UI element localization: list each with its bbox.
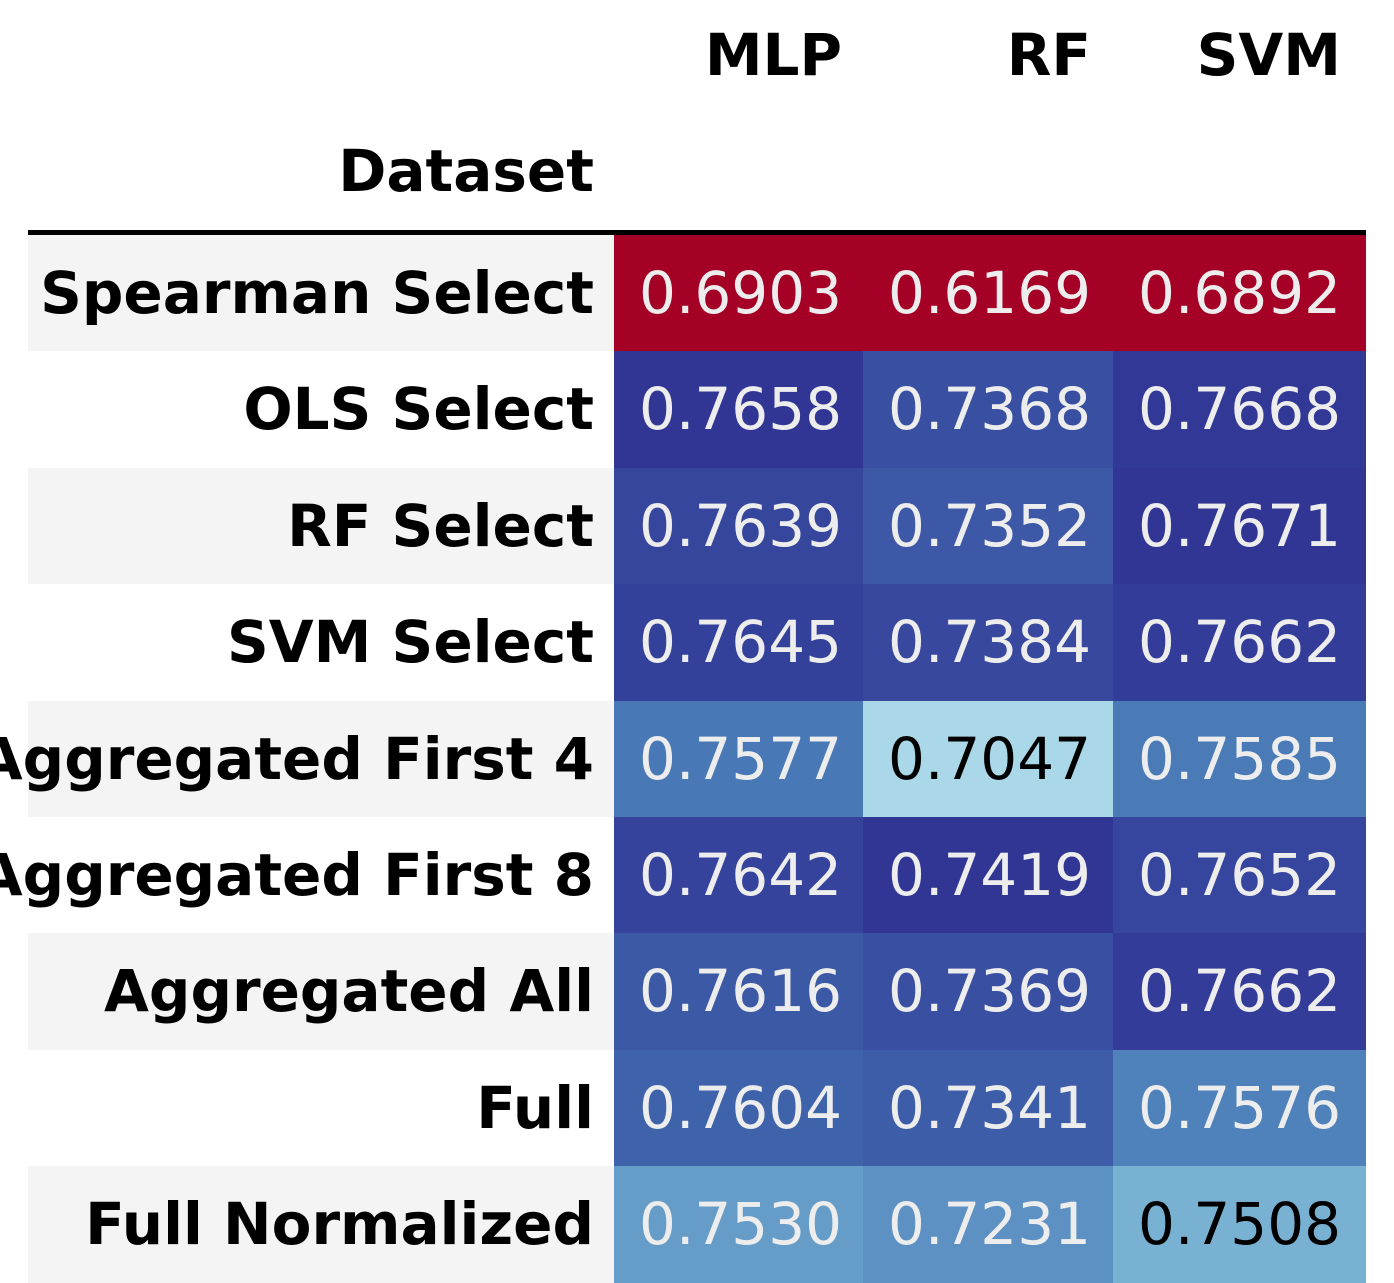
cell-value: 0.7369 xyxy=(888,957,1091,1026)
cell-value: 0.6892 xyxy=(1138,259,1341,327)
heatmap-cell xyxy=(1113,1166,1366,1283)
heatmap-cell xyxy=(614,467,863,586)
heatmap-cell xyxy=(614,1049,863,1168)
cell-value: 0.7341 xyxy=(888,1073,1091,1142)
cell-value: 0.7585 xyxy=(1138,724,1341,793)
cell-value: 0.7577 xyxy=(639,724,842,793)
cell-value: 0.7368 xyxy=(888,375,1091,444)
cell-value: 0.7419 xyxy=(888,841,1091,909)
heatmap-cell xyxy=(614,584,863,702)
heatmap-cell xyxy=(614,933,863,1051)
heatmap-cell xyxy=(614,1166,863,1283)
heatmap-cell xyxy=(1113,700,1366,818)
heatmap-cell xyxy=(1113,584,1366,702)
column-header-rf: RF xyxy=(1006,21,1091,89)
row-label: Aggregated First 8 xyxy=(0,841,594,909)
heatmap-cell xyxy=(614,817,863,935)
heatmap-cell xyxy=(1113,933,1366,1051)
row-label: OLS Select xyxy=(243,375,594,444)
row-label: Full Normalized xyxy=(85,1190,594,1259)
cell-value: 0.7530 xyxy=(639,1190,842,1259)
cell-value: 0.7652 xyxy=(1138,841,1341,909)
cell-value: 0.7671 xyxy=(1138,491,1341,560)
heatmap-cell xyxy=(863,351,1113,469)
index-name-label: Dataset xyxy=(338,137,594,205)
row-label: Spearman Select xyxy=(40,259,594,327)
cell-value: 0.7642 xyxy=(639,841,842,909)
heatmap-cell xyxy=(863,467,1113,586)
heatmap-cell xyxy=(614,700,863,818)
column-header-svm: SVM xyxy=(1196,21,1341,89)
cell-value: 0.7662 xyxy=(1138,957,1341,1026)
cell-value: 0.7576 xyxy=(1138,1073,1341,1142)
column-header-mlp: MLP xyxy=(704,21,842,89)
row-label: SVM Select xyxy=(226,608,594,677)
header-rule xyxy=(28,230,1366,235)
heatmap-cell xyxy=(863,933,1113,1051)
cell-value: 0.7616 xyxy=(639,957,842,1026)
cell-value: 0.7668 xyxy=(1138,375,1341,444)
heatmap-cell xyxy=(863,235,1113,353)
heatmap-cell xyxy=(1113,817,1366,935)
heatmap-cell xyxy=(863,1049,1113,1168)
cell-value: 0.6903 xyxy=(639,259,842,327)
cell-value: 0.7384 xyxy=(888,608,1091,677)
cell-value: 0.7352 xyxy=(888,491,1091,560)
row-label: RF Select xyxy=(287,491,594,560)
cell-value: 0.7662 xyxy=(1138,608,1341,677)
cell-value: 0.7231 xyxy=(888,1190,1091,1259)
cell-value: 0.7645 xyxy=(639,608,842,677)
heatmap-cell xyxy=(863,817,1113,935)
cell-value: 0.7658 xyxy=(639,375,842,444)
row-label: Aggregated All xyxy=(104,957,594,1026)
heatmap-cell xyxy=(1113,235,1366,353)
cell-value: 0.7639 xyxy=(639,491,842,560)
heatmap-cell xyxy=(863,700,1113,818)
row-label: Aggregated First 4 xyxy=(0,724,594,793)
cell-value: 0.7604 xyxy=(639,1073,842,1142)
heatmap-cell xyxy=(863,584,1113,702)
cell-value: 0.7508 xyxy=(1138,1190,1341,1259)
row-label: Full xyxy=(476,1073,594,1142)
cell-value: 0.6169 xyxy=(888,259,1091,327)
heatmap-cell xyxy=(614,235,863,353)
cell-value: 0.7047 xyxy=(888,724,1091,793)
heatmap-cell xyxy=(1113,467,1366,586)
heatmap-cell xyxy=(614,351,863,469)
heatmap-cell xyxy=(863,1166,1113,1283)
heatmap-cell xyxy=(1113,1049,1366,1168)
heatmap-cell xyxy=(1113,351,1366,469)
